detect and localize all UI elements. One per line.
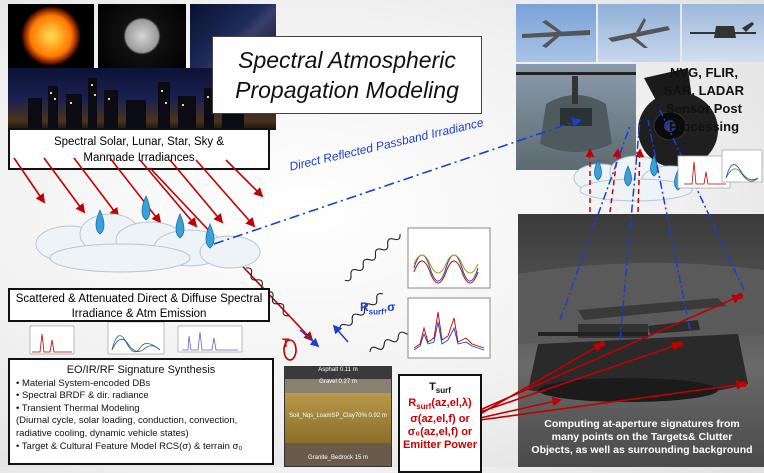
- reflected-irradiance-label: Direct Reflected Passband Irradiance: [288, 115, 485, 174]
- compute-line2: many points on the Targets& Clutter: [551, 431, 733, 443]
- signature-item: (Diurnal cycle, solar loading, conductio…: [16, 415, 238, 427]
- rsurf-tail: ,σ: [383, 300, 396, 314]
- page-title: Spectral Atmospheric Propagation Modelin…: [212, 36, 482, 114]
- rsurf-sub: surf: [368, 307, 384, 317]
- soil-layer-asphalt: Asphalt 0.11 m: [285, 367, 391, 379]
- soil-layer-soil: Soil_Nqs_LoamSP_Clay70% 0.92 m: [285, 393, 391, 443]
- helicopter-image: [516, 64, 636, 170]
- signature-heading: EO/IR/RF Signature Synthesis: [66, 364, 216, 376]
- sun-image: [8, 4, 94, 68]
- aircraft-images-panel: [516, 4, 764, 64]
- sensor-label-line4: Processing: [668, 119, 740, 134]
- signature-item: • Material System-encoded DBs: [16, 377, 151, 389]
- irradiance-label-line2: Manmade Irradiances: [83, 152, 195, 164]
- soil-layer-label: Gravel 0.27 m: [319, 379, 357, 385]
- title-line1: Spectral Atmospheric: [238, 47, 456, 73]
- scatter-label-line2: Irradiance & Atm Emission: [71, 308, 207, 320]
- sensor-label: NVG, FLIR, SAR, LADAR Sensor Post Proces…: [648, 64, 760, 136]
- compute-line1: Computing at-aperture signatures from: [544, 418, 740, 430]
- signature-synthesis-box: EO/IR/RF Signature Synthesis • Material …: [8, 358, 274, 465]
- signature-item: • Transient Thermal Modeling: [16, 402, 140, 414]
- compute-line3: Objects, as well as surrounding backgrou…: [531, 444, 753, 456]
- soil-layer-label: Granite_Bedrock 15 m: [307, 455, 369, 461]
- soil-layer-gravel: Gravel 0.27 m: [285, 379, 391, 393]
- cargo-plane-image: [516, 4, 596, 62]
- tsurf-line2: Rsurf(az,el,λ): [408, 397, 472, 412]
- left-raindrops: [95, 195, 215, 249]
- fighter-jet-image: [598, 4, 680, 62]
- spectral-radiance-plot: [407, 297, 491, 359]
- thermal-timeseries-plot: [407, 227, 491, 289]
- soil-layer-label: Soil_Nqs_LoamSP_Clay70% 0.92 m: [289, 413, 387, 419]
- sensor-label-line2: SAR, LADAR: [663, 83, 745, 98]
- tsurf-line1: Tsurf: [429, 381, 451, 396]
- soil-layer-label: Asphalt 0.11 m: [318, 367, 358, 373]
- rsurf-main: R: [360, 300, 369, 314]
- moon-image: [98, 4, 186, 68]
- t-label: T: [282, 336, 290, 350]
- irradiance-label-box: Spectral Solar, Lunar, Star, Sky & Manma…: [8, 128, 270, 170]
- tsurf-box: Tsurf Rsurf(az,el,λ) σ(az,el,f) or σ₀(az…: [398, 374, 482, 473]
- tsurf-line4: σ₀(az,el,f) or: [407, 426, 473, 439]
- compute-label: Computing at-aperture signatures from ma…: [522, 418, 762, 457]
- scatter-label-line1: Scattered & Attenuated Direct & Diffuse …: [15, 293, 263, 305]
- irradiance-label-line1: Spectral Solar, Lunar, Star, Sky &: [53, 136, 225, 148]
- tsurf-line3: σ(az,el,f) or: [410, 413, 470, 426]
- signature-item: • Target & Cultural Feature Model RCS(σ)…: [16, 440, 243, 452]
- signature-item: radiative cooling, dynamic vehicle state…: [16, 427, 189, 439]
- surface-reflection-arrows: [299, 324, 349, 348]
- rsurf-sigma-label: Rsurf,σ: [360, 300, 395, 316]
- soil-layer-bedrock: Granite_Bedrock 15 m: [285, 443, 391, 466]
- sensor-label-line3: Sensor Post: [666, 101, 742, 116]
- spectrum-plots-row: [29, 321, 243, 355]
- soil-column: Asphalt 0.11 m Gravel 0.27 m Soil_Nqs_Lo…: [284, 366, 392, 467]
- sensor-label-line1: NVG, FLIR,: [670, 65, 738, 80]
- scatter-label-box: Scattered & Attenuated Direct & Diffuse …: [8, 288, 270, 322]
- left-cloud: [35, 213, 261, 273]
- drone-image: [682, 4, 764, 62]
- signature-item: • Spectral BRDF & dir. radiance: [16, 390, 149, 402]
- tsurf-line5: Emitter Power: [403, 439, 477, 452]
- title-line2: Propagation Modeling: [235, 77, 459, 103]
